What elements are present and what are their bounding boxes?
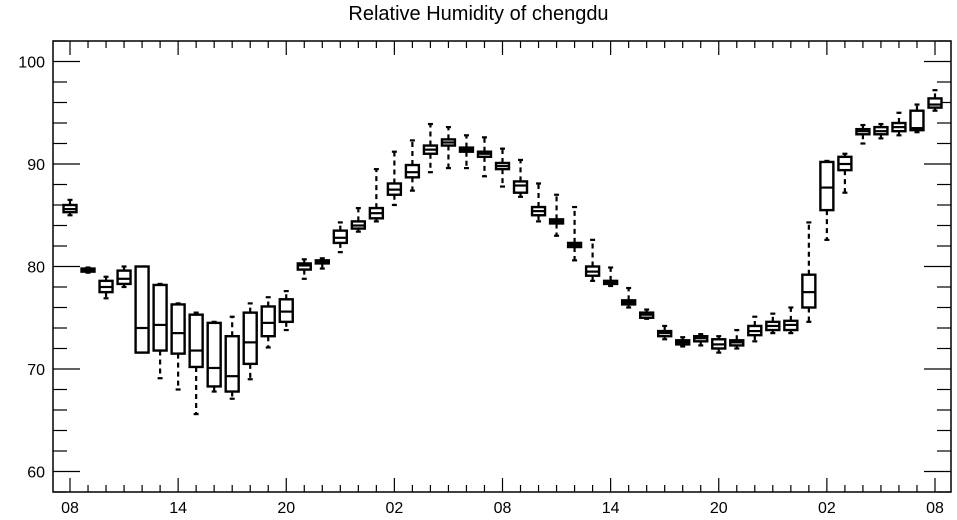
box-iqr [206, 321, 222, 388]
x-tick-label: 14 [169, 500, 187, 517]
box-iqr [116, 269, 132, 286]
y-tick-label: 60 [27, 465, 45, 482]
box-iqr [170, 303, 186, 355]
x-tick-label: 20 [710, 500, 728, 517]
x-tick-label: 08 [61, 500, 79, 517]
box-iqr [819, 160, 835, 212]
x-tick-label: 02 [818, 500, 836, 517]
box-iqr [134, 265, 150, 354]
box-iqr [909, 109, 925, 132]
x-tick-label: 08 [494, 500, 512, 517]
box-iqr [927, 97, 943, 109]
box-iqr [224, 335, 240, 393]
y-tick-label: 100 [18, 55, 45, 72]
chart-title: Relative Humidity of chengdu [348, 3, 609, 25]
box-iqr [260, 305, 276, 338]
x-tick-label: 14 [602, 500, 620, 517]
plot-frame [52, 40, 952, 493]
box-iqr [512, 180, 529, 194]
x-tick-label: 20 [277, 500, 295, 517]
x-tick-label: 02 [385, 500, 403, 517]
y-tick-label: 80 [27, 260, 45, 277]
x-tick-label: 08 [926, 500, 944, 517]
box-iqr [188, 313, 204, 369]
y-tick-label: 90 [27, 157, 45, 174]
box-iqr [242, 311, 258, 366]
box-iqr [152, 283, 168, 352]
y-tick-label: 70 [27, 362, 45, 379]
